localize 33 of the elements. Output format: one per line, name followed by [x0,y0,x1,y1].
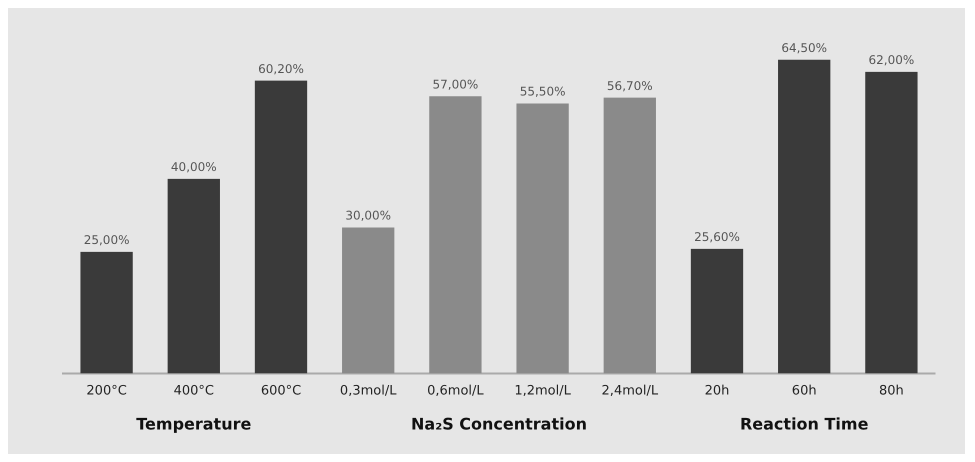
data-label: 25,00% [84,232,130,247]
data-label: 64,50% [781,40,828,55]
data-label: 55,50% [520,84,566,99]
text: Na₂S Concentration [411,414,587,434]
data-label: 30,00% [345,208,392,223]
data-label: 40,00% [170,160,217,174]
text: Temperature [136,414,252,434]
x-tick-label: 20h [704,384,730,399]
data-label: 62,00% [868,53,914,68]
x-tick-label: 600°C [260,384,302,399]
x-tick-label: 0,3mol/L [340,384,398,399]
x-tick-label: 60h [792,384,817,399]
bar [254,80,308,374]
bar [80,252,133,374]
data-label: 57,00% [432,77,478,92]
bar [690,248,744,374]
bar [865,72,918,374]
x-tick-label: 80h [879,384,904,399]
data-label: 56,70% [606,78,653,93]
bar [604,98,656,374]
x-tick-label: 200°C [86,384,127,399]
bar [516,104,569,374]
bar [429,96,482,374]
x-tick-label: 1,2mol/L [514,384,572,399]
x-tick-label: 2,4mol/L [602,384,659,399]
text: Reaction Time [740,414,869,434]
bar [168,178,220,374]
data-label: 25,60% [694,230,740,244]
bar [342,228,394,374]
x-tick-label: 400°C [174,384,214,399]
data-label: 60,20% [258,62,304,76]
x-tick-label: 0,6mol/L [427,384,484,399]
bar [778,60,830,374]
